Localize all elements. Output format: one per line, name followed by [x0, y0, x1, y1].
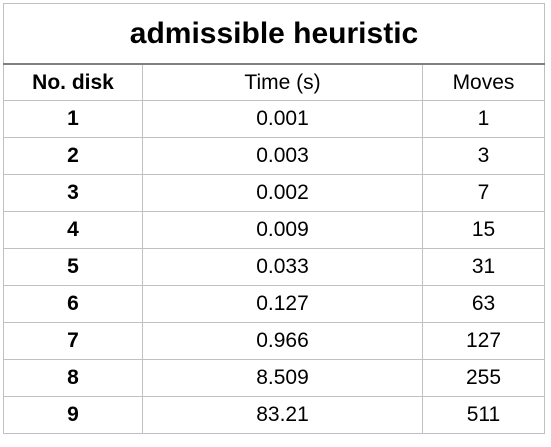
- time-cell: 0.002: [142, 174, 423, 212]
- column-header-disk: No. disk: [3, 63, 143, 101]
- table-row: 4 0.009 15: [3, 211, 545, 249]
- disk-cell: 5: [3, 248, 143, 286]
- table-row: 7 0.966 127: [3, 322, 545, 360]
- moves-cell: 3: [422, 137, 545, 175]
- table-title: admissible heuristic: [3, 3, 545, 65]
- disk-cell: 6: [3, 285, 143, 323]
- disk-cell: 2: [3, 137, 143, 175]
- header-row: No. disk Time (s) Moves: [3, 63, 545, 101]
- disk-cell: 9: [3, 396, 143, 434]
- column-header-moves: Moves: [422, 63, 545, 101]
- time-cell: 0.009: [142, 211, 423, 249]
- moves-cell: 7: [422, 174, 545, 212]
- moves-cell: 15: [422, 211, 545, 249]
- time-cell: 0.001: [142, 100, 423, 138]
- time-cell: 0.003: [142, 137, 423, 175]
- moves-cell: 1: [422, 100, 545, 138]
- time-cell: 83.21: [142, 396, 423, 434]
- table-row: 8 8.509 255: [3, 359, 545, 397]
- time-cell: 0.127: [142, 285, 423, 323]
- table-row: 5 0.033 31: [3, 248, 545, 286]
- time-cell: 8.509: [142, 359, 423, 397]
- time-cell: 0.033: [142, 248, 423, 286]
- disk-cell: 4: [3, 211, 143, 249]
- disk-cell: 3: [3, 174, 143, 212]
- disk-cell: 7: [3, 322, 143, 360]
- table-row: 3 0.002 7: [3, 174, 545, 212]
- results-table-container: admissible heuristic No. disk Time (s) M…: [3, 3, 545, 434]
- moves-cell: 127: [422, 322, 545, 360]
- results-table: admissible heuristic No. disk Time (s) M…: [3, 3, 545, 434]
- table-row: 1 0.001 1: [3, 100, 545, 138]
- table-row: 9 83.21 511: [3, 396, 545, 434]
- moves-cell: 31: [422, 248, 545, 286]
- table-row: 6 0.127 63: [3, 285, 545, 323]
- column-header-time: Time (s): [142, 63, 423, 101]
- moves-cell: 255: [422, 359, 545, 397]
- moves-cell: 511: [422, 396, 545, 434]
- time-cell: 0.966: [142, 322, 423, 360]
- title-row: admissible heuristic: [3, 3, 545, 65]
- disk-cell: 8: [3, 359, 143, 397]
- table-row: 2 0.003 3: [3, 137, 545, 175]
- moves-cell: 63: [422, 285, 545, 323]
- disk-cell: 1: [3, 100, 143, 138]
